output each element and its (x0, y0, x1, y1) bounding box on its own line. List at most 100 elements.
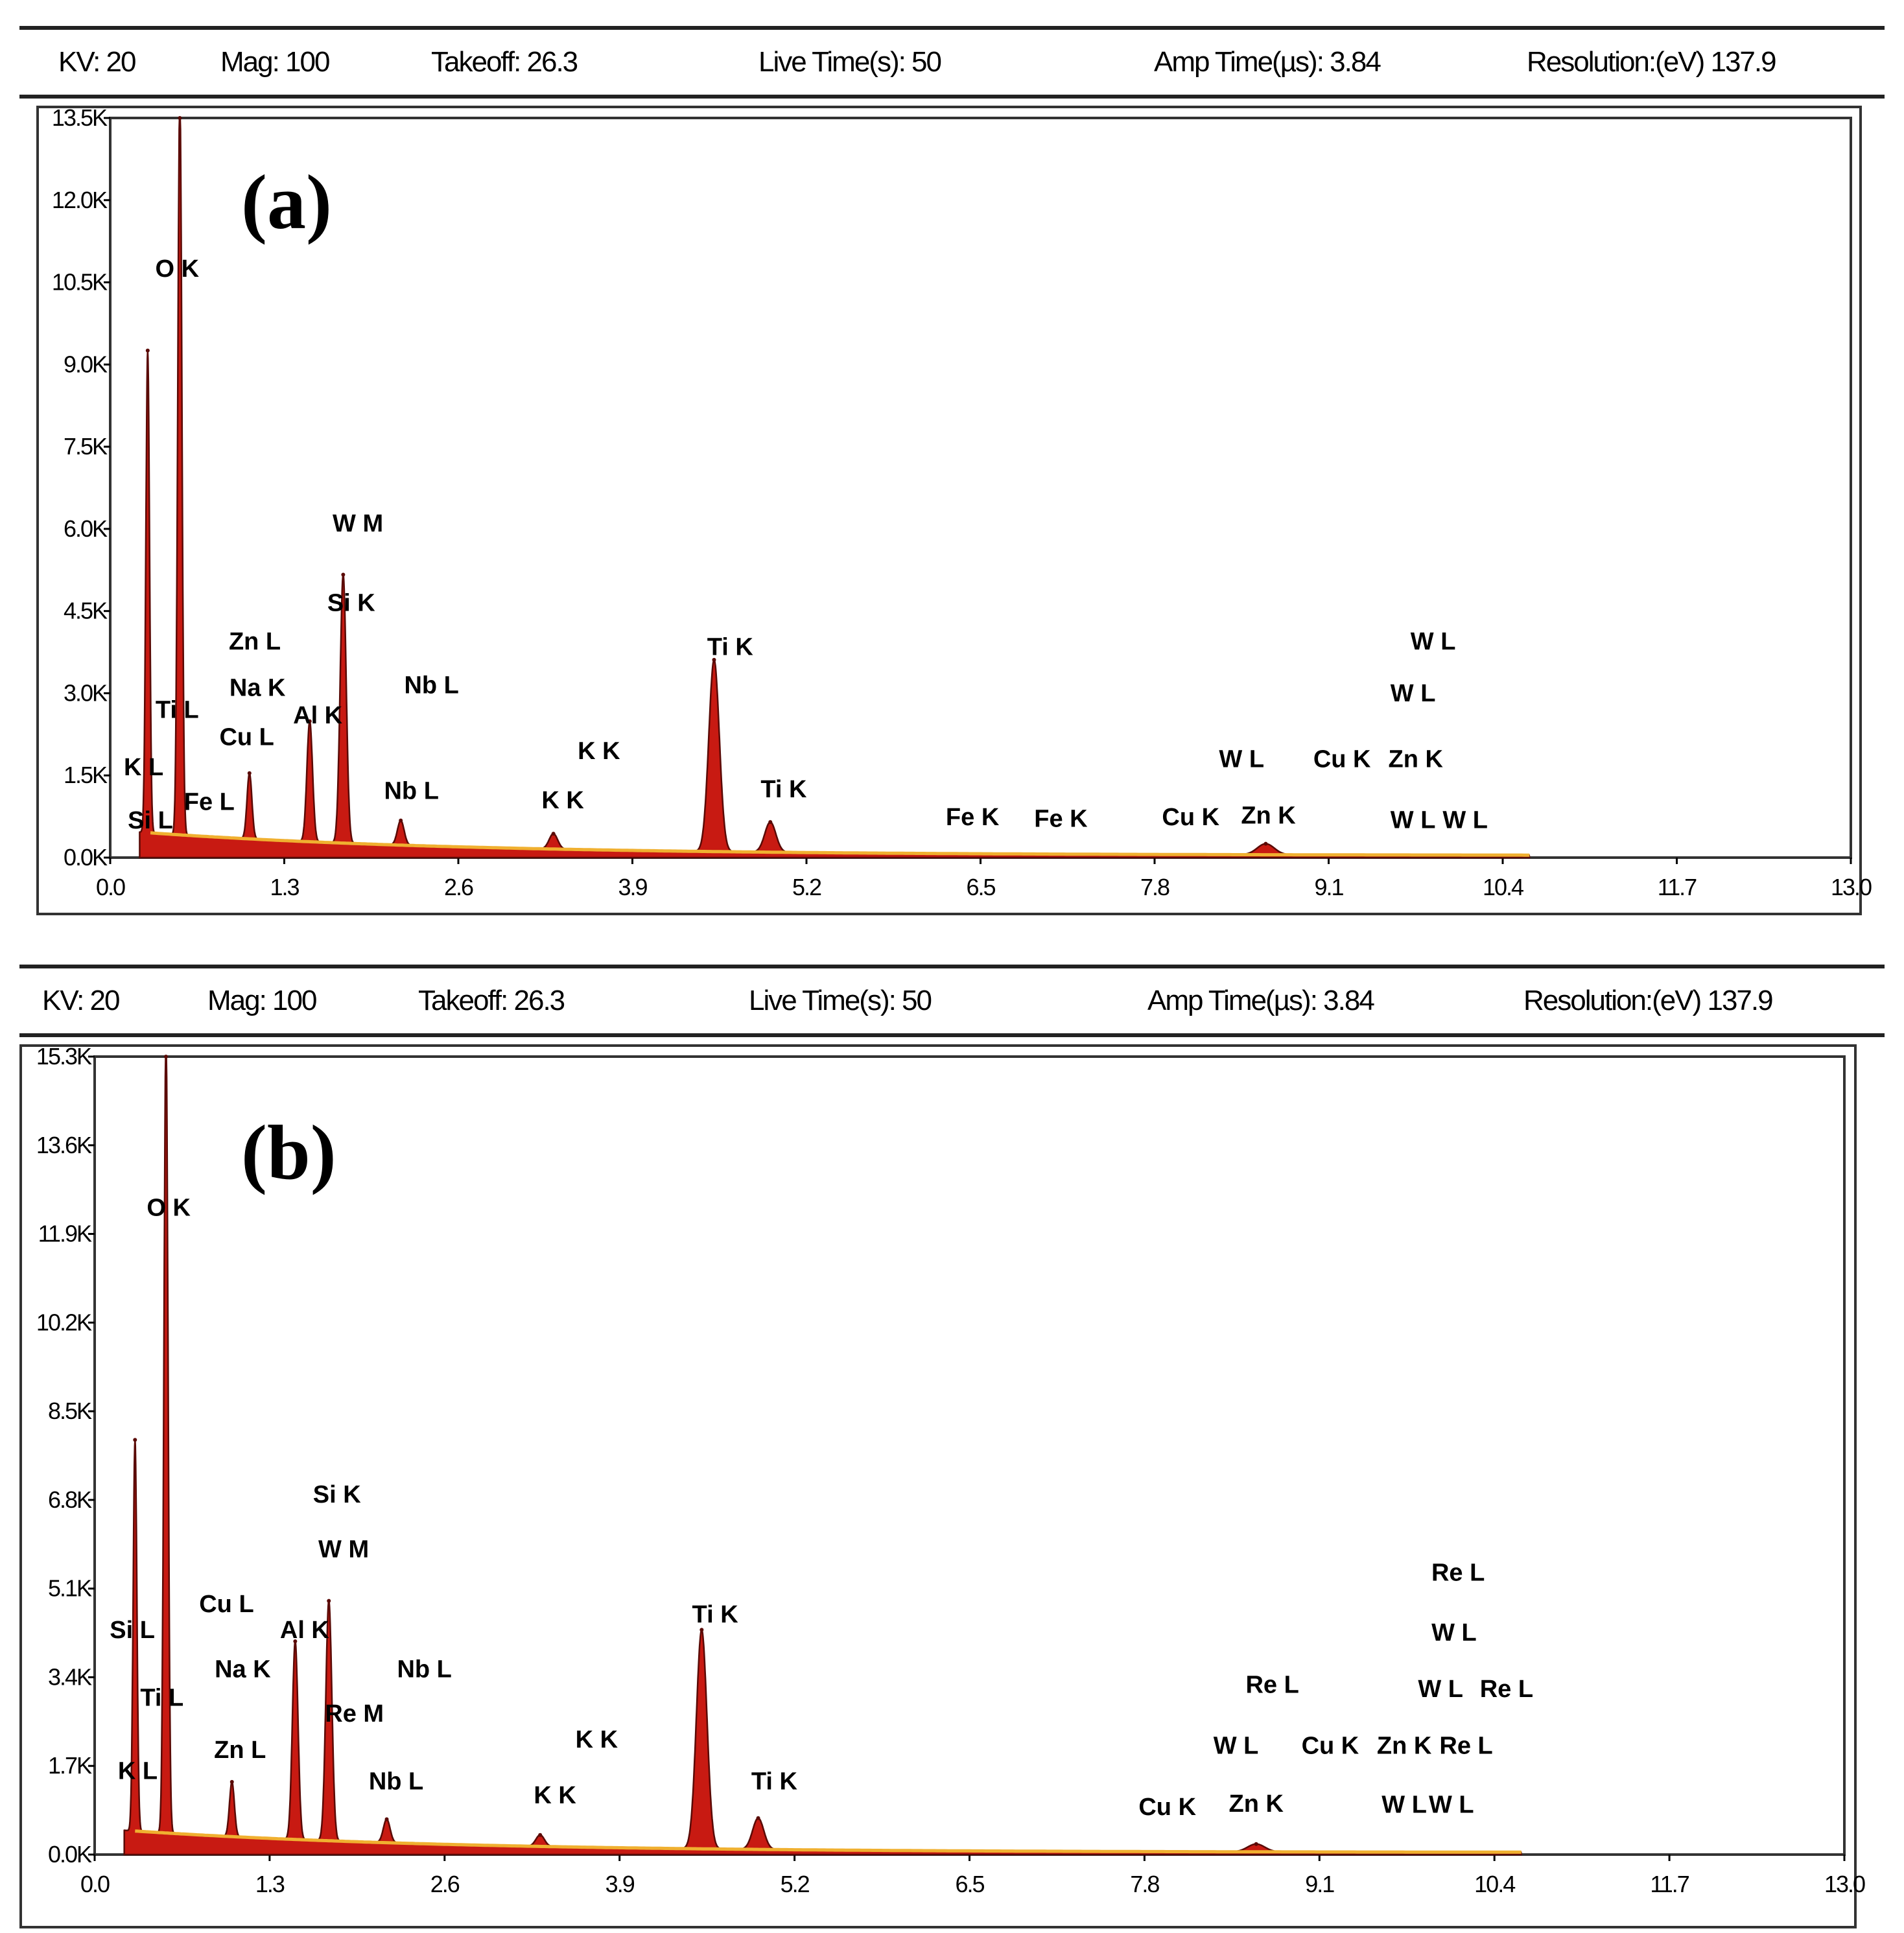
y-tick-label: 0.0K (48, 1841, 92, 1868)
peak-marker (341, 572, 346, 577)
peak-marker (1254, 1842, 1258, 1846)
y-tick-label: 13.5K (52, 104, 108, 131)
y-tick-label: 10.5K (52, 269, 108, 296)
y-tick-label: 1.5K (64, 762, 108, 788)
eds-panel-b: KV: 20 Mag: 100 Takeoff: 26.3 Live Time(… (0, 965, 1904, 1933)
peak-marker (551, 832, 556, 836)
peak-marker (699, 1628, 704, 1632)
peak-label: W L (1429, 1792, 1474, 1819)
peak-label: Ti K (760, 776, 807, 803)
x-tick-label: 0.0 (80, 1871, 110, 1897)
amp-time-value: Amp Time(µs): 3.84 (1147, 985, 1375, 1016)
y-tick-label: 3.4K (48, 1663, 92, 1690)
peak-marker (1263, 841, 1268, 846)
x-tick-label: 2.6 (444, 874, 473, 900)
mag-value: Mag: 100 (207, 985, 317, 1016)
plot-frame (93, 1055, 1846, 1856)
peak-label: Na K (229, 675, 286, 702)
peak-label: Re L (1245, 1672, 1299, 1699)
peak-label: Ti L (156, 696, 199, 723)
peak-label: Nb L (397, 1656, 451, 1683)
y-tick-label: 11.9K (38, 1221, 92, 1247)
y-tick-label: 4.5K (64, 598, 108, 624)
y-tick-label: 0.0K (64, 844, 108, 871)
peak-label: W L (1219, 746, 1264, 773)
x-tick-label: 7.8 (1130, 1871, 1159, 1897)
peak-marker (307, 719, 312, 723)
spectrum-chart-b: 0.0K 1.7K 3.4K 5.1K 6.8K 8.5K 10.2K 11.9K 13.6K 1… (19, 1043, 1866, 1928)
x-tick-label: 13.0 (1831, 874, 1872, 900)
x-tick-label: 7.8 (1140, 874, 1169, 900)
peak-label: Cu L (199, 1591, 253, 1618)
peak-label: O K (147, 1194, 191, 1221)
peak-label: K K (576, 1726, 618, 1753)
peak-label: Re L (1431, 1560, 1485, 1587)
x-tick-label: 1.3 (255, 1871, 285, 1897)
peak-marker (145, 348, 150, 353)
peak-marker (327, 1599, 331, 1603)
x-tick-label: 3.9 (618, 874, 647, 900)
peak-label: Si K (313, 1481, 361, 1508)
peak-label: W L (1214, 1733, 1259, 1760)
x-tick-label: 13.0 (1824, 1871, 1865, 1897)
takeoff-value: Takeoff: 26.3 (431, 46, 578, 78)
peak-label: O K (155, 255, 199, 283)
peak-label: W L (1431, 1619, 1477, 1646)
peak-marker (247, 771, 252, 775)
y-tick-label: 7.5K (64, 433, 108, 460)
y-tick-label: 3.0K (64, 679, 108, 706)
peak-label: Ti K (751, 1768, 798, 1795)
x-tick-label: 10.4 (1483, 874, 1523, 900)
y-tick-label: 5.1K (48, 1575, 92, 1602)
peak-marker (399, 818, 403, 823)
x-tick-label: 11.7 (1650, 1871, 1689, 1897)
peak-label: Re L (1480, 1676, 1533, 1703)
peak-label: Si L (110, 1617, 155, 1644)
peak-label: Zn K (1229, 1790, 1284, 1818)
live-time-value: Live Time(s): 50 (749, 985, 932, 1016)
x-tick-label: 2.6 (430, 1871, 460, 1897)
peak-label: W L (1381, 1792, 1427, 1819)
peak-label: Re M (325, 1700, 384, 1728)
acquisition-info-bar: KV: 20 Mag: 100 Takeoff: 26.3 Live Time(… (19, 965, 1885, 1037)
takeoff-value: Takeoff: 26.3 (418, 985, 565, 1016)
peak-label: Cu L (219, 724, 274, 751)
peak-marker (538, 1833, 543, 1837)
peak-label: Nb L (404, 672, 458, 699)
spectrum-baseline (135, 1829, 1522, 1854)
peak-label: W L (1442, 806, 1488, 834)
peak-label: K L (118, 1757, 158, 1785)
peak-marker (164, 1055, 169, 1059)
peak-label: W L (1418, 1676, 1463, 1703)
x-tick-label: 0.0 (96, 874, 125, 900)
y-tick-label: 8.5K (48, 1398, 92, 1424)
peak-label: Si K (327, 590, 375, 617)
peak-marker (133, 1438, 137, 1442)
x-tick-label: 1.3 (270, 874, 299, 900)
peak-label: Nb L (369, 1768, 423, 1795)
x-tick-label: 11.7 (1658, 874, 1697, 900)
x-tick-label: 6.5 (955, 1871, 984, 1897)
y-tick-label: 15.3K (36, 1043, 92, 1070)
peak-label: Al K (293, 702, 343, 729)
peak-marker (756, 1816, 760, 1820)
resolution-value: Resolution:(eV) 137.9 (1523, 985, 1774, 1016)
peak-label: Ti L (140, 1685, 183, 1712)
peak-label: Zn K (1241, 802, 1296, 830)
peak-label: W M (333, 510, 383, 537)
y-tick-label: 6.8K (48, 1486, 92, 1513)
peak-label: W L (1411, 628, 1456, 655)
peak-marker (768, 820, 773, 825)
live-time-value: Live Time(s): 50 (758, 46, 942, 78)
peak-label: Cu K (1162, 804, 1219, 831)
peak-label: K K (541, 787, 584, 814)
panel-label: (a) (241, 159, 332, 245)
x-tick-label: 3.9 (605, 1871, 635, 1897)
peak-marker (712, 657, 716, 662)
peak-label: Na K (215, 1656, 271, 1683)
y-tick-label: 9.0K (64, 351, 108, 377)
peak-label: Re L (1439, 1733, 1492, 1760)
x-tick-label: 9.1 (1305, 1871, 1334, 1897)
eds-panel-a: KV: 20 Mag: 100 Takeoff: 26.3 Live Time(… (0, 26, 1904, 917)
x-tick-label: 6.5 (966, 874, 995, 900)
